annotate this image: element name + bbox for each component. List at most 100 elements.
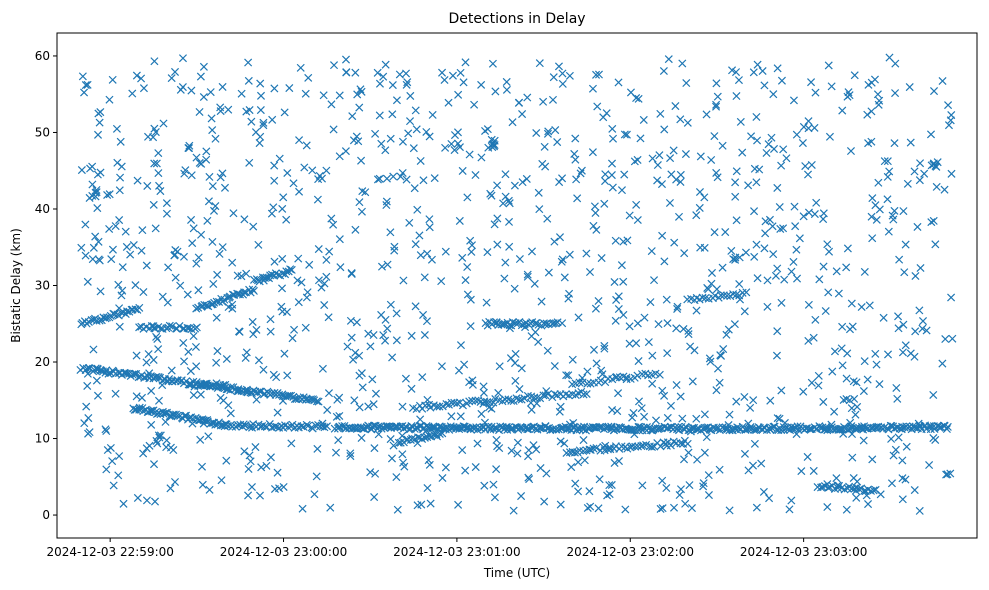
data-point (312, 472, 321, 481)
data-point (256, 132, 265, 141)
data-point (594, 296, 603, 306)
data-point (178, 54, 187, 63)
data-point (202, 301, 211, 310)
data-point (509, 506, 518, 515)
data-point (637, 404, 646, 413)
data-point (811, 88, 820, 97)
data-point (932, 182, 941, 191)
data-point (676, 439, 685, 448)
data-point (851, 486, 860, 495)
data-point (483, 125, 492, 134)
data-point (347, 333, 356, 342)
data-point (871, 349, 880, 358)
data-point (625, 211, 634, 220)
data-point (870, 75, 880, 84)
data-point (501, 170, 510, 179)
data-point (355, 371, 364, 380)
data-point (947, 293, 956, 302)
data-point (467, 241, 477, 250)
data-point (465, 150, 474, 159)
data-point (696, 152, 705, 161)
data-point (560, 273, 569, 282)
data-point (371, 469, 380, 478)
data-point (247, 423, 257, 432)
data-point (152, 332, 161, 341)
data-point (665, 198, 674, 207)
data-point (196, 72, 205, 81)
data-point (430, 174, 439, 183)
data-point (614, 389, 623, 398)
data-point (574, 313, 583, 322)
data-point (573, 194, 582, 203)
data-point (702, 433, 711, 442)
x-axis-ticks: 2024-12-03 22:59:00 2024-12-03 23:00:00 20… (46, 538, 867, 559)
data-point (844, 88, 853, 97)
data-point (780, 418, 789, 427)
data-point (149, 460, 159, 469)
data-point (920, 169, 929, 178)
data-point (550, 362, 559, 371)
data-point (187, 215, 196, 224)
data-point (517, 492, 526, 501)
data-point (199, 92, 208, 102)
data-point (732, 92, 741, 101)
data-point (790, 202, 799, 211)
data-point (672, 381, 681, 390)
data-point (671, 102, 680, 111)
data-point (554, 62, 563, 71)
data-point (614, 292, 623, 301)
data-point (114, 280, 123, 289)
data-point (150, 497, 160, 506)
data-point (386, 300, 395, 309)
data-point (752, 240, 761, 249)
data-point (132, 71, 141, 80)
data-point (346, 449, 355, 458)
data-point (598, 370, 607, 379)
data-point (387, 454, 397, 463)
data-point (383, 324, 392, 333)
data-point (891, 89, 900, 98)
data-point (313, 195, 322, 204)
data-point (804, 336, 813, 345)
data-point (278, 269, 287, 278)
data-point (637, 442, 646, 451)
data-point (80, 419, 89, 428)
data-point (189, 391, 198, 400)
data-point (600, 341, 609, 350)
data-point (233, 271, 242, 280)
data-point (278, 254, 287, 263)
data-point (335, 152, 344, 161)
data-point (860, 422, 869, 431)
data-point (103, 190, 112, 200)
data-point (735, 253, 744, 262)
x-tick-label: 2024-12-03 22:59:00 (46, 545, 173, 559)
data-point (791, 222, 800, 231)
data-point (623, 236, 632, 245)
data-point (868, 194, 877, 203)
data-point (757, 459, 766, 468)
data-point (507, 396, 516, 405)
data-point (466, 295, 475, 304)
data-point (850, 394, 859, 403)
data-point (542, 469, 551, 478)
data-point (255, 491, 265, 500)
data-point (382, 174, 391, 183)
data-point (911, 271, 920, 281)
data-point (204, 197, 213, 206)
data-point (267, 209, 276, 218)
data-point (118, 263, 127, 272)
data-point (892, 383, 901, 392)
data-point (216, 103, 225, 112)
data-point (355, 198, 364, 207)
data-point (245, 158, 254, 167)
data-point (167, 74, 176, 83)
data-point (166, 484, 175, 493)
data-point (571, 134, 580, 143)
data-point (621, 505, 630, 514)
data-point (111, 222, 120, 231)
data-point (501, 395, 510, 404)
data-point (379, 72, 388, 81)
data-point (749, 396, 758, 405)
data-point (406, 91, 415, 100)
data-point (410, 184, 419, 193)
